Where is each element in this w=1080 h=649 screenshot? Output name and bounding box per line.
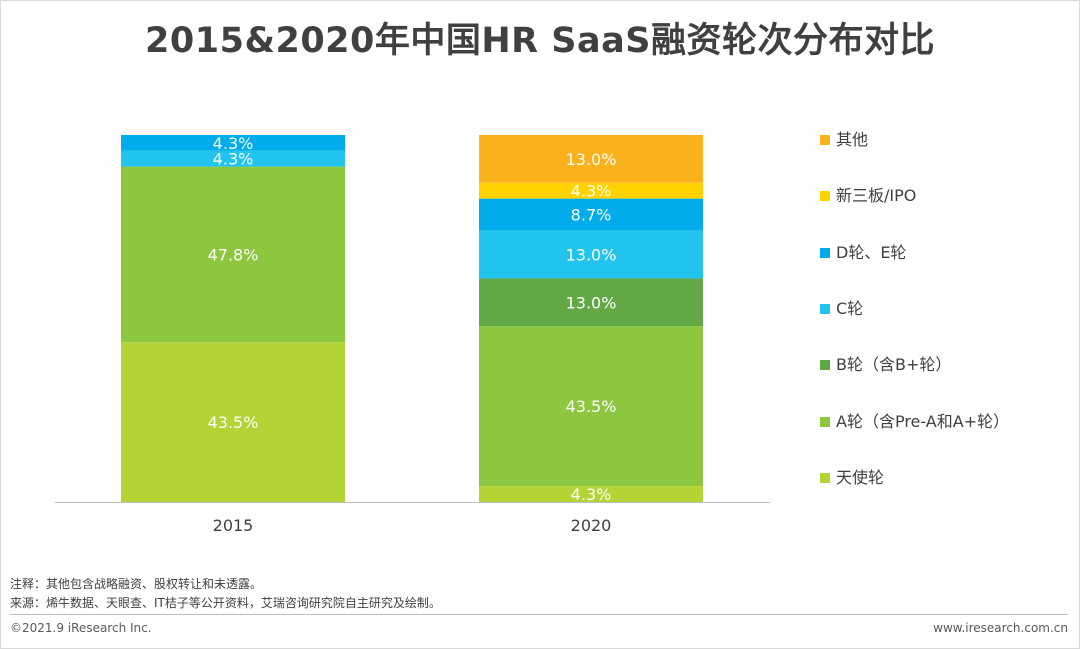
legend-swatch [820, 472, 830, 483]
chart-notes: 注释：其他包含战略融资、股权转让和未透露。 来源：烯牛数据、天眼查、IT桔子等公… [10, 575, 441, 613]
bar-segment-2020-3 [479, 230, 703, 279]
bar-segment-2020-4 [479, 198, 703, 231]
bar-segment-2020-2 [479, 278, 703, 327]
bar-segment-2020-1 [479, 326, 703, 487]
legend-label: A轮（含Pre-A和A+轮） [836, 411, 1010, 431]
data-label-2020-2: 13.0% [566, 293, 617, 312]
chart-title: 2015&2020年中国HR SaaS融资轮次分布对比 [145, 21, 935, 61]
data-label-2020-6: 13.0% [566, 150, 617, 169]
data-label-2020-3: 13.0% [566, 246, 617, 265]
website-text: www.iresearch.com.cn [933, 621, 1068, 635]
bar-segment-2020-5 [479, 182, 703, 199]
legend-label: 新三板/IPO [836, 186, 917, 206]
note-text: 注释：其他包含战略融资、股权转让和未透露。 [10, 577, 263, 591]
data-label-2020-5: 4.3% [571, 182, 612, 201]
legend-label: D轮、E轮 [836, 242, 907, 262]
legend-label: 天使轮 [836, 467, 885, 487]
source-text: 来源：烯牛数据、天眼查、IT桔子等公开资料，艾瑞咨询研究院自主研究及绘制。 [10, 596, 441, 610]
legend-swatch [820, 416, 830, 427]
data-label-2020-4: 8.7% [571, 206, 612, 225]
legend-swatch [820, 135, 830, 145]
bar-segment-2015-3 [121, 150, 345, 167]
bar-segment-2020-6 [479, 135, 703, 183]
data-label-2020-0: 4.3% [571, 485, 612, 504]
legend-swatch [820, 360, 830, 371]
bar-segment-2020-0 [479, 486, 703, 502]
data-label-2015-1: 47.8% [208, 245, 259, 264]
legend-swatch [820, 247, 830, 258]
bar-segment-2015-4 [121, 135, 345, 151]
x-tick-label-2015: 2015 [213, 516, 254, 535]
data-label-2015-4: 4.3% [213, 134, 254, 153]
legend-label: 其他 [836, 130, 869, 149]
legend-swatch [820, 191, 830, 202]
data-label-2015-3: 4.3% [213, 150, 254, 169]
bar-segment-2015-0 [121, 342, 345, 502]
legend-swatch [820, 303, 830, 314]
legend-label: C轮 [836, 298, 864, 318]
x-tick-label-2020: 2020 [571, 516, 612, 535]
copyright-text: ©2021.9 iResearch Inc. [10, 621, 152, 635]
bar-segment-2015-1 [121, 166, 345, 343]
data-label-2015-0: 43.5% [208, 413, 259, 432]
footer-divider [10, 614, 1068, 615]
legend-label: B轮（含B+轮） [836, 355, 952, 375]
data-label-2020-1: 43.5% [566, 397, 617, 416]
